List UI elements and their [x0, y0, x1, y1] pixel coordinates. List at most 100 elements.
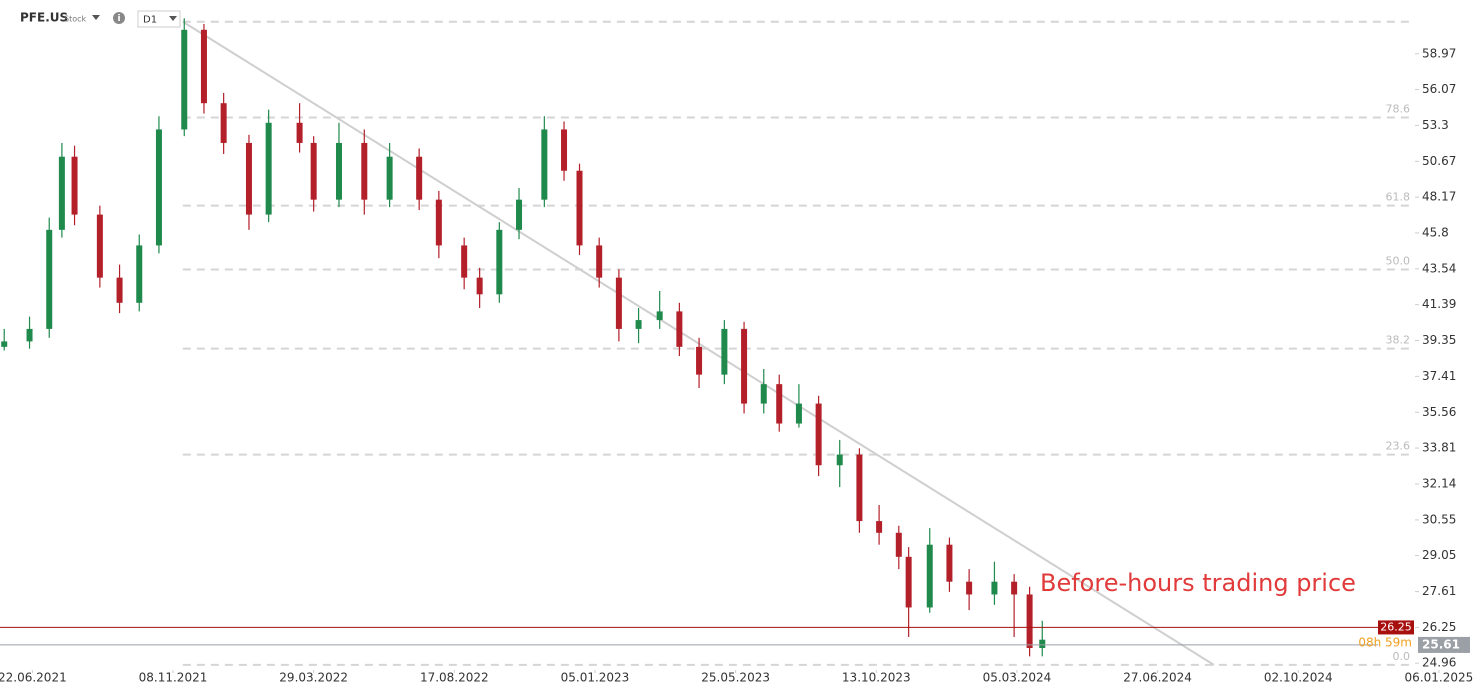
y-tick-label: 26.25	[1422, 620, 1456, 634]
candle-body	[245, 142, 252, 215]
candle-body	[496, 229, 503, 295]
candle-body	[46, 229, 53, 329]
y-tick-label: 24.96	[1422, 656, 1456, 670]
y-tick-label: 32.14	[1422, 476, 1456, 490]
candle-body	[776, 384, 783, 424]
candle-body	[946, 544, 953, 582]
candle-body	[1, 341, 8, 347]
y-tick-label: 35.56	[1422, 405, 1456, 419]
y-tick-label: 30.55	[1422, 512, 1456, 526]
candle-body	[795, 403, 802, 424]
interval-box[interactable]	[137, 10, 181, 28]
y-tick-label: 41.39	[1422, 297, 1456, 311]
candle-body	[1039, 639, 1046, 648]
y-tick-label: 39.35	[1422, 333, 1456, 347]
price-tag	[1418, 636, 1470, 653]
candle-body	[676, 311, 683, 347]
candle-body	[1026, 594, 1033, 648]
x-tick-label: 02.10.2024	[1264, 671, 1333, 685]
candle-body	[1011, 581, 1018, 595]
fib-label: 0.0	[1393, 650, 1411, 663]
y-tick-label: 43.54	[1422, 261, 1456, 275]
candle-body	[696, 346, 703, 375]
x-tick-label: 25.05.2023	[701, 671, 770, 685]
candle-body	[596, 245, 603, 278]
x-tick-label: 29.03.2022	[279, 671, 348, 685]
candle-body	[926, 544, 933, 608]
x-tick-label: 05.01.2023	[561, 671, 630, 685]
candle-body	[361, 142, 368, 200]
symbol[interactable]: PFE.US	[20, 11, 68, 25]
price-tag-label: 26.25	[1380, 620, 1412, 633]
countdown: 08h 59m	[1358, 635, 1412, 649]
info-icon[interactable]	[113, 12, 125, 24]
candle-body	[116, 277, 123, 303]
x-tick-label: 06.01.2025	[1405, 671, 1474, 685]
candle-body	[461, 245, 468, 278]
candle-body	[386, 156, 393, 200]
candle-body	[561, 129, 568, 171]
plot-area: 78.6 61.8 50.0 38.2 23.6 0.0	[1, 18, 1411, 666]
interval-dropdown	[169, 16, 177, 21]
y-tick-label: 27.61	[1422, 584, 1456, 598]
y-tick-label: 58.97	[1422, 46, 1456, 60]
candle-body	[71, 156, 78, 215]
candle-body	[296, 122, 303, 143]
price-tag	[1378, 620, 1414, 635]
candle-body	[991, 581, 998, 595]
candle-body	[856, 454, 863, 522]
candle-body	[576, 170, 583, 246]
y-tick-label: 29.05	[1422, 548, 1456, 562]
candle-body	[58, 156, 65, 230]
candle-body	[435, 199, 442, 246]
trendline	[182, 20, 1215, 666]
y-tick-label: 37.41	[1422, 369, 1456, 383]
candle-body	[310, 142, 317, 200]
fib-label: 50.0	[1386, 254, 1411, 267]
candle-body	[200, 29, 207, 104]
x-tick-label: 22.06.2021	[0, 671, 67, 685]
annotation: Before-hours trading price	[1040, 569, 1356, 597]
candle-body	[741, 328, 748, 404]
y-tick-label: 48.17	[1422, 190, 1456, 204]
candle-body	[836, 454, 843, 466]
candle-body	[966, 581, 973, 595]
candle-body	[136, 245, 143, 303]
candle-body	[96, 214, 103, 278]
symbol-dropdown[interactable]	[92, 15, 100, 20]
fib-label: 23.6	[1386, 440, 1411, 453]
candle-body	[335, 142, 342, 200]
candle-body	[26, 328, 33, 342]
candle-body	[416, 156, 423, 200]
candle-body	[220, 103, 227, 143]
candle-body	[615, 277, 622, 329]
candle-body	[155, 129, 162, 246]
candle-body	[181, 29, 188, 130]
candle-body	[760, 384, 767, 404]
x-tick-label: 05.03.2024	[983, 671, 1052, 685]
candle-body	[895, 532, 902, 557]
candle-body	[516, 199, 523, 230]
y-tick-label: 33.81	[1422, 441, 1456, 455]
candle-body	[476, 277, 483, 295]
fib-label: 38.2	[1386, 334, 1411, 347]
interval: D1	[143, 15, 157, 26]
candle-body	[905, 556, 912, 608]
candle-body	[656, 311, 663, 321]
x-tick-label: 13.10.2023	[842, 671, 911, 685]
x-tick-label: 27.06.2024	[1123, 671, 1192, 685]
candle-body	[815, 403, 822, 466]
candle-body	[265, 122, 272, 215]
instrument-type: Stock	[64, 15, 87, 24]
x-tick-label: 17.08.2022	[420, 671, 489, 685]
fib-label: 78.6	[1386, 103, 1411, 116]
x-tick-label: 08.11.2021	[139, 671, 208, 685]
y-tick-label: 53.3	[1422, 118, 1449, 132]
y-tick-label: 50.67	[1422, 154, 1456, 168]
price-tag-label: 25.61	[1422, 637, 1460, 651]
candle-body	[635, 320, 642, 329]
y-tick-label: 45.8	[1422, 225, 1449, 239]
candle-body	[721, 328, 728, 375]
candle-body	[541, 129, 548, 200]
